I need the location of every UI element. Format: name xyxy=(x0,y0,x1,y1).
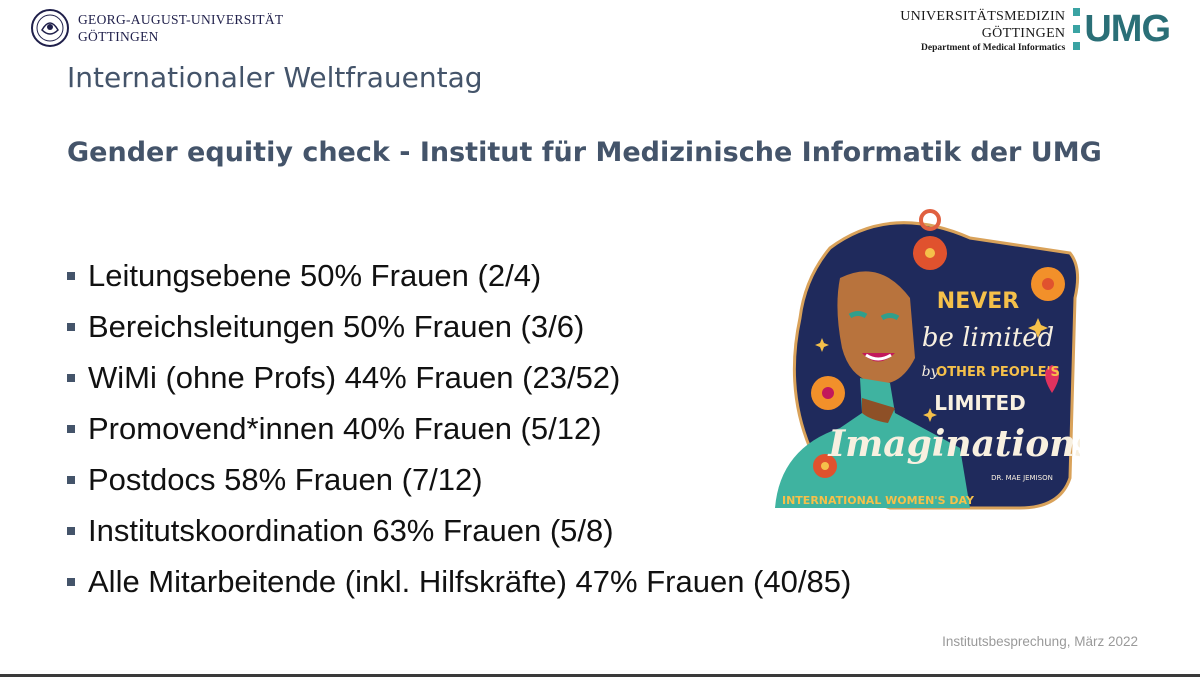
square-bullet-icon xyxy=(67,373,75,382)
poster-imaginations-text: Imaginations xyxy=(827,423,1080,465)
bullet-text: WiMi (ohne Profs) 44% Frauen (23/52) xyxy=(88,359,621,395)
flower-icon xyxy=(811,376,845,410)
flower-icon xyxy=(1045,365,1059,393)
square-bullet-icon xyxy=(67,424,75,433)
poster-by-text: by xyxy=(922,364,940,380)
poster-never-text: NEVER xyxy=(937,289,1019,314)
bullet-item: Alle Mitarbeitende (inkl. Hilfskräfte) 4… xyxy=(67,556,851,607)
bullet-text: Postdocs 58% Frauen (7/12) xyxy=(88,461,483,497)
bullet-item: Institutskoordination 63% Frauen (5/8) xyxy=(67,505,851,556)
womens-day-poster-image: NEVER be limited by OTHER PEOPLE'S LIMIT… xyxy=(775,209,1080,510)
bullet-text: Leitungsebene 50% Frauen (2/4) xyxy=(88,257,542,293)
umg-mark: UMG xyxy=(1073,8,1171,50)
bullet-text: Institutskoordination 63% Frauen (5/8) xyxy=(88,512,614,548)
bullet-item: Bereichsleitungen 50% Frauen (3/6) xyxy=(67,301,851,352)
slide-subtitle: Gender equitiy check - Institut für Medi… xyxy=(67,137,1102,168)
poster-limited-text: LIMITED xyxy=(934,391,1025,415)
bullet-list: Leitungsebene 50% Frauen (2/4) Bereichsl… xyxy=(67,250,851,607)
university-name-line2: GÖTTINGEN xyxy=(78,29,159,44)
umg-department: Department of Medical Informatics xyxy=(921,43,1066,53)
bullet-text: Promovend*innen 40% Frauen (5/12) xyxy=(88,410,602,446)
sparkle-icon xyxy=(923,408,937,422)
university-seal-icon xyxy=(31,9,69,47)
square-bullet-icon xyxy=(67,526,75,535)
sparkle-icon xyxy=(1028,318,1048,338)
square-bullet-icon xyxy=(67,322,75,331)
poster-banner-text: INTERNATIONAL WOMEN'S DAY xyxy=(782,494,975,507)
square-bullet-icon xyxy=(67,475,75,484)
footer-text: Institutsbesprechung, März 2022 xyxy=(942,634,1138,649)
bullet-item: WiMi (ohne Profs) 44% Frauen (23/52) xyxy=(67,352,851,403)
umg-wordmark: UMG xyxy=(1084,8,1171,50)
umg-name-line1: UNIVERSITÄTSMEDIZIN xyxy=(900,9,1066,24)
university-name-line1: GEORG-AUGUST-UNIVERSITÄT xyxy=(78,12,284,27)
bullet-text: Alle Mitarbeitende (inkl. Hilfskräfte) 4… xyxy=(88,563,852,599)
umg-bars-icon xyxy=(1073,8,1081,50)
flower-icon xyxy=(913,236,947,270)
bottom-divider xyxy=(0,674,1200,677)
university-logo: GEORG-AUGUST-UNIVERSITÄT GÖTTINGEN xyxy=(30,8,283,48)
bullet-item: Leitungsebene 50% Frauen (2/4) xyxy=(67,250,851,301)
umg-name-line2: GÖTTINGEN xyxy=(981,26,1066,41)
umg-logo: UNIVERSITÄTSMEDIZIN GÖTTINGEN Department… xyxy=(900,8,1171,54)
flower-icon xyxy=(813,454,837,478)
bullet-text: Bereichsleitungen 50% Frauen (3/6) xyxy=(88,308,585,344)
sparkle-icon xyxy=(815,338,829,352)
slide-title: Internationaler Weltfrauentag xyxy=(67,61,483,94)
square-bullet-icon xyxy=(67,577,75,586)
bullet-item: Promovend*innen 40% Frauen (5/12) xyxy=(67,403,851,454)
flower-icon xyxy=(1031,267,1065,301)
poster-attribution-text: DR. MAE JEMISON xyxy=(991,474,1053,482)
poster-other-peoples-text: OTHER PEOPLE'S xyxy=(936,365,1060,380)
bullet-item: Postdocs 58% Frauen (7/12) xyxy=(67,454,851,505)
square-bullet-icon xyxy=(67,271,75,280)
